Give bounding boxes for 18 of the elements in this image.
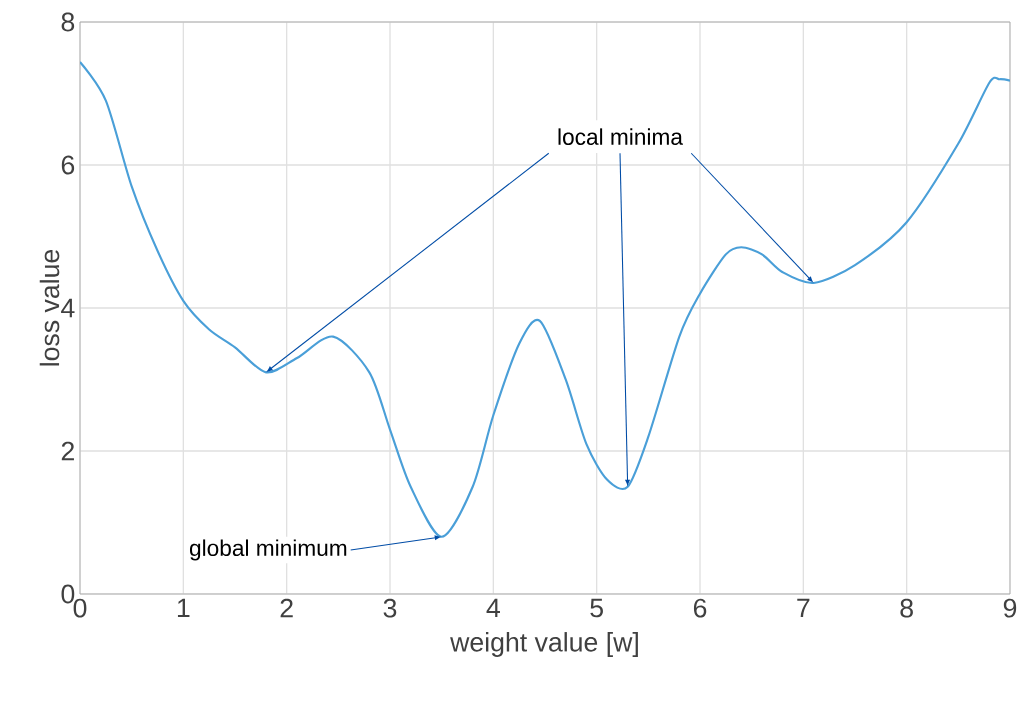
y-axis-title: loss value [39,249,60,366]
x-tick-label: 6 [693,598,707,618]
y-tick-label: 2 [61,441,74,461]
x-tick-label: 9 [1003,598,1017,618]
x-tick-label: 4 [486,598,500,618]
x-tick-label: 5 [590,598,603,618]
x-tick-label: 2 [280,598,293,618]
y-tick-label: 4 [61,298,75,318]
x-tick-label: 8 [900,598,913,618]
annotation: local minima [558,128,683,145]
annotation: global minimum [189,539,347,561]
x-tick-label: 3 [383,598,397,618]
y-tick-label: 6 [61,155,75,175]
y-tick-label: 0 [61,584,75,604]
y-tick-label: 8 [61,12,75,32]
x-tick-label: 1 [177,598,190,618]
x-tick-label: 7 [797,598,810,618]
x-axis-title: weight value [w] [450,632,638,657]
